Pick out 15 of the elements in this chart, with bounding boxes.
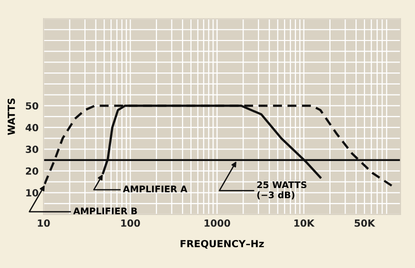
x-tick-label: 100 (121, 219, 140, 227)
x-axis-title: FREQUENCY–Hz (180, 240, 264, 249)
y-tick-label: 50 (26, 102, 38, 110)
annotation: AMPLIFIER B (73, 208, 137, 214)
y-tick-label: 40 (26, 124, 38, 132)
x-tick-label: 1000 (204, 219, 230, 227)
x-tick-label: 10K (294, 219, 315, 227)
annotation: 25 WATTS (−3 dB) (257, 181, 306, 200)
y-tick-label: 20 (26, 167, 38, 175)
x-tick-label: 10 (38, 219, 50, 227)
y-tick-label: 10 (26, 189, 38, 196)
y-tick-label: 30 (26, 146, 38, 154)
y-axis-title: WATTS (8, 98, 15, 136)
annotation: AMPLIFIER A (122, 186, 188, 192)
x-tick-label: 50K (354, 219, 376, 227)
